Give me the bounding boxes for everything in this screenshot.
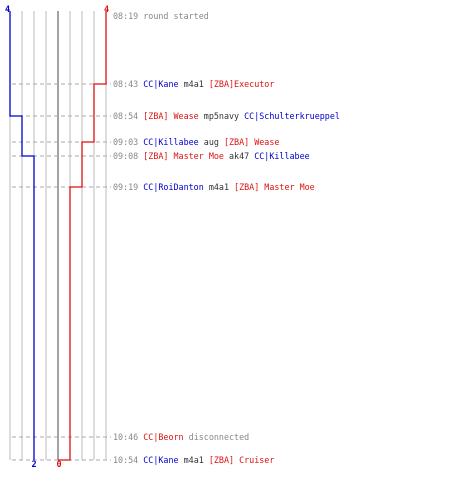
event-time: 10:54 bbox=[113, 455, 139, 465]
event-row: 10:46 CC|Beorn disconnected bbox=[113, 432, 249, 442]
blue-end-score: 2 bbox=[31, 460, 36, 470]
event-text: m4a1 bbox=[178, 79, 209, 89]
event-text: CC|Killabee bbox=[254, 151, 310, 161]
event-text: CC|Kane bbox=[143, 455, 179, 465]
event-row: 09:19 CC|RoiDanton m4a1 [ZBA] Master Moe bbox=[113, 182, 315, 192]
event-row: 10:54 CC|Kane m4a1 [ZBA] Cruiser bbox=[113, 455, 274, 465]
event-guide-lines bbox=[12, 83, 111, 461]
event-time: 08:43 bbox=[113, 79, 139, 89]
event-text: CC|Kane bbox=[143, 79, 179, 89]
event-time: 09:19 bbox=[113, 182, 139, 192]
event-text: round started bbox=[143, 11, 209, 21]
event-row: 09:03 CC|Killabee aug [ZBA] Wease bbox=[113, 137, 279, 147]
event-time: 09:08 bbox=[113, 151, 139, 161]
event-text: CC|Killabee bbox=[143, 137, 199, 147]
event-text: [ZBA] Wease bbox=[143, 111, 199, 121]
red-team-score-line bbox=[58, 11, 107, 461]
event-text: mp5navy bbox=[198, 111, 245, 121]
event-time: 08:19 bbox=[113, 11, 139, 21]
event-text: aug bbox=[198, 137, 224, 147]
team-score-lines bbox=[9, 11, 107, 461]
event-row: 08:43 CC|Kane m4a1 [ZBA]Executor bbox=[113, 79, 274, 89]
event-text: m4a1 bbox=[203, 182, 235, 192]
score-timeline: 4 4 2 0 bbox=[5, 5, 111, 470]
event-text: CC|Schulterkrueppel bbox=[244, 111, 340, 121]
event-text: [ZBA]Executor bbox=[208, 79, 275, 89]
event-row: 09:08 [ZBA] Master Moe ak47 CC|Killabee bbox=[113, 151, 310, 161]
event-time: 10:46 bbox=[113, 432, 139, 442]
blue-team-score-line bbox=[9, 11, 35, 460]
red-start-score: 4 bbox=[104, 5, 109, 15]
event-row: 08:19 round started bbox=[113, 11, 209, 21]
event-text: disconnected bbox=[183, 432, 250, 442]
event-text: CC|Beorn bbox=[143, 432, 184, 442]
event-text: [ZBA] Master Moe bbox=[143, 151, 224, 161]
blue-start-score: 4 bbox=[5, 5, 10, 15]
event-row: 08:54 [ZBA] Wease mp5navy CC|Schulterkru… bbox=[113, 111, 340, 121]
event-text: m4a1 bbox=[178, 455, 209, 465]
event-text: [ZBA] Wease bbox=[223, 137, 280, 147]
red-end-score: 0 bbox=[56, 460, 61, 470]
event-text: [ZBA] Cruiser bbox=[208, 455, 275, 465]
event-text: ak47 bbox=[223, 151, 255, 161]
event-time: 08:54 bbox=[113, 111, 139, 121]
event-text: [ZBA] Master Moe bbox=[234, 182, 315, 192]
event-text: CC|RoiDanton bbox=[143, 182, 204, 192]
timeline-grid bbox=[9, 11, 107, 460]
event-time: 09:03 bbox=[113, 137, 139, 147]
